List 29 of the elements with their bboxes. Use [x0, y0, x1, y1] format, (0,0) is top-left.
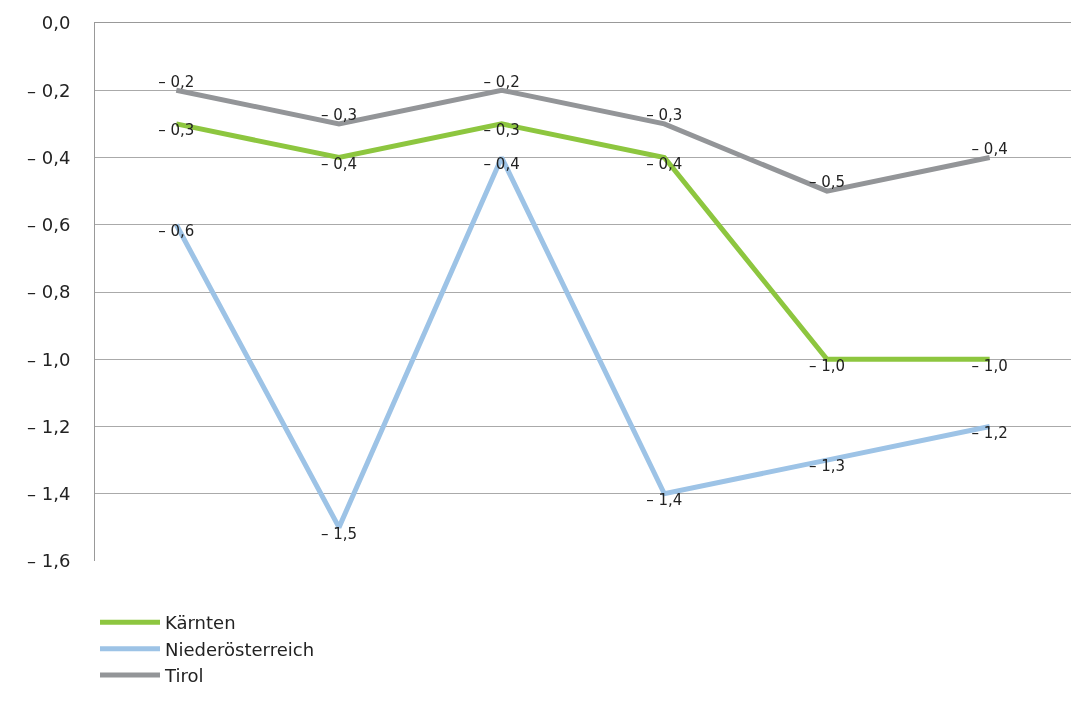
y-tick-label: 0,0 [41, 12, 71, 34]
legend-label: Niederösterreich [165, 638, 315, 660]
data-label: – 0,4 [483, 154, 520, 173]
data-label: – 0,3 [646, 106, 683, 125]
data-label: – 1,0 [808, 356, 846, 375]
data-label: – 0,6 [158, 222, 195, 240]
y-tick-label: – 1,6 [27, 550, 71, 572]
y-tick-label: – 1,4 [27, 483, 71, 505]
data-label: – 0,4 [971, 139, 1008, 158]
data-label: – 0,3 [320, 106, 358, 125]
legend-label: Tirol [164, 665, 204, 687]
data-label: – 0,3 [483, 121, 520, 140]
data-label: – 0,2 [158, 72, 195, 91]
data-label: – 1,5 [320, 524, 358, 543]
data-label: – 1,3 [808, 457, 846, 476]
y-tick-label: – 1,0 [27, 348, 71, 370]
data-label: – 0,5 [808, 173, 846, 192]
data-label: – 0,2 [483, 72, 520, 91]
legend-label: Kärnten [165, 612, 236, 634]
y-tick-label: – 1,2 [27, 415, 71, 437]
y-tick-label: – 0,6 [27, 214, 71, 236]
y-tick-label: – 0,2 [27, 79, 71, 101]
data-label: – 0,3 [158, 121, 195, 140]
data-label: – 1,4 [646, 491, 683, 509]
data-label: – 1,0 [971, 356, 1008, 375]
data-label: – 0,4 [320, 154, 358, 173]
y-tick-label: – 0,8 [27, 281, 71, 303]
y-tick-label: – 0,4 [27, 146, 71, 168]
data-label: – 1,2 [971, 423, 1008, 442]
